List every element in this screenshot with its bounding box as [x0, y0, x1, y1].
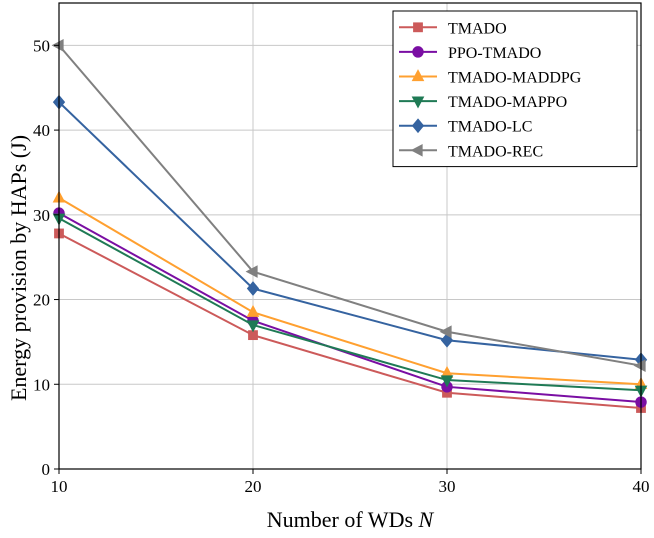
- legend-item: TMADO-REC: [399, 143, 543, 160]
- x-axis-label-text: Number of WDs: [267, 507, 413, 532]
- legend-swatch-marker: [412, 46, 424, 58]
- legend-swatch-marker: [410, 143, 423, 157]
- legend-label: TMADO-MADDPG: [448, 70, 582, 87]
- data-point: [246, 281, 260, 296]
- series-tmado-mappo: [52, 213, 648, 398]
- series-line: [58, 101, 642, 361]
- series-tmado-maddpg: [52, 190, 648, 389]
- legend-item: PPO-TMADO: [399, 45, 541, 62]
- y-tick-label: 30: [33, 206, 50, 225]
- x-tick-label: 10: [51, 477, 68, 496]
- series-line: [58, 197, 642, 386]
- series-line: [58, 212, 642, 404]
- legend-item: TMADO: [399, 20, 507, 37]
- series-line: [58, 232, 642, 409]
- series-line: [58, 217, 642, 392]
- x-axis-label-variable: N: [418, 507, 435, 532]
- data-point: [440, 375, 454, 388]
- legend-label: PPO-TMADO: [448, 45, 541, 62]
- y-tick-label: 20: [33, 291, 50, 310]
- legend-swatch-marker: [411, 96, 425, 109]
- y-tick-label: 50: [33, 36, 50, 55]
- legend-swatch-marker: [411, 69, 425, 82]
- x-axis-label: Number of WDs N: [267, 507, 435, 532]
- data-point: [246, 304, 260, 317]
- legend-swatch-marker: [413, 22, 423, 33]
- legend-swatch-marker: [411, 118, 425, 134]
- legend-item: TMADO-MAPPO: [399, 94, 567, 111]
- x-tick-label: 30: [439, 477, 456, 496]
- data-point: [439, 325, 452, 339]
- series-tmado-rec: [51, 39, 646, 372]
- legend-label: TMADO-MAPPO: [448, 94, 567, 111]
- legend-label: TMADO: [448, 20, 507, 37]
- series-line: [58, 44, 642, 367]
- y-tick-label: 40: [33, 121, 50, 140]
- y-tick-label: 0: [42, 460, 51, 479]
- y-tick-label: 10: [33, 375, 50, 394]
- x-tick-label: 20: [245, 477, 262, 496]
- legend-item: TMADO-MADDPG: [399, 69, 582, 87]
- legend-label: TMADO-REC: [448, 143, 543, 160]
- x-tick-label: 40: [633, 477, 650, 496]
- series-ppo-tmado: [53, 207, 647, 408]
- data-point: [633, 359, 646, 372]
- legend-frame: [392, 10, 638, 168]
- y-axis-label: Energy provision by HAPs (J): [6, 135, 31, 401]
- data-point: [246, 320, 260, 333]
- legend-item: TMADO-LC: [399, 118, 532, 136]
- plot-frame: [58, 2, 642, 470]
- legend-label: TMADO-LC: [448, 119, 532, 136]
- legend: TMADO PPO-TMADO TMADO-MADDPG TMADO-MAPPO TMA…: [392, 10, 638, 168]
- data-point: [245, 265, 258, 278]
